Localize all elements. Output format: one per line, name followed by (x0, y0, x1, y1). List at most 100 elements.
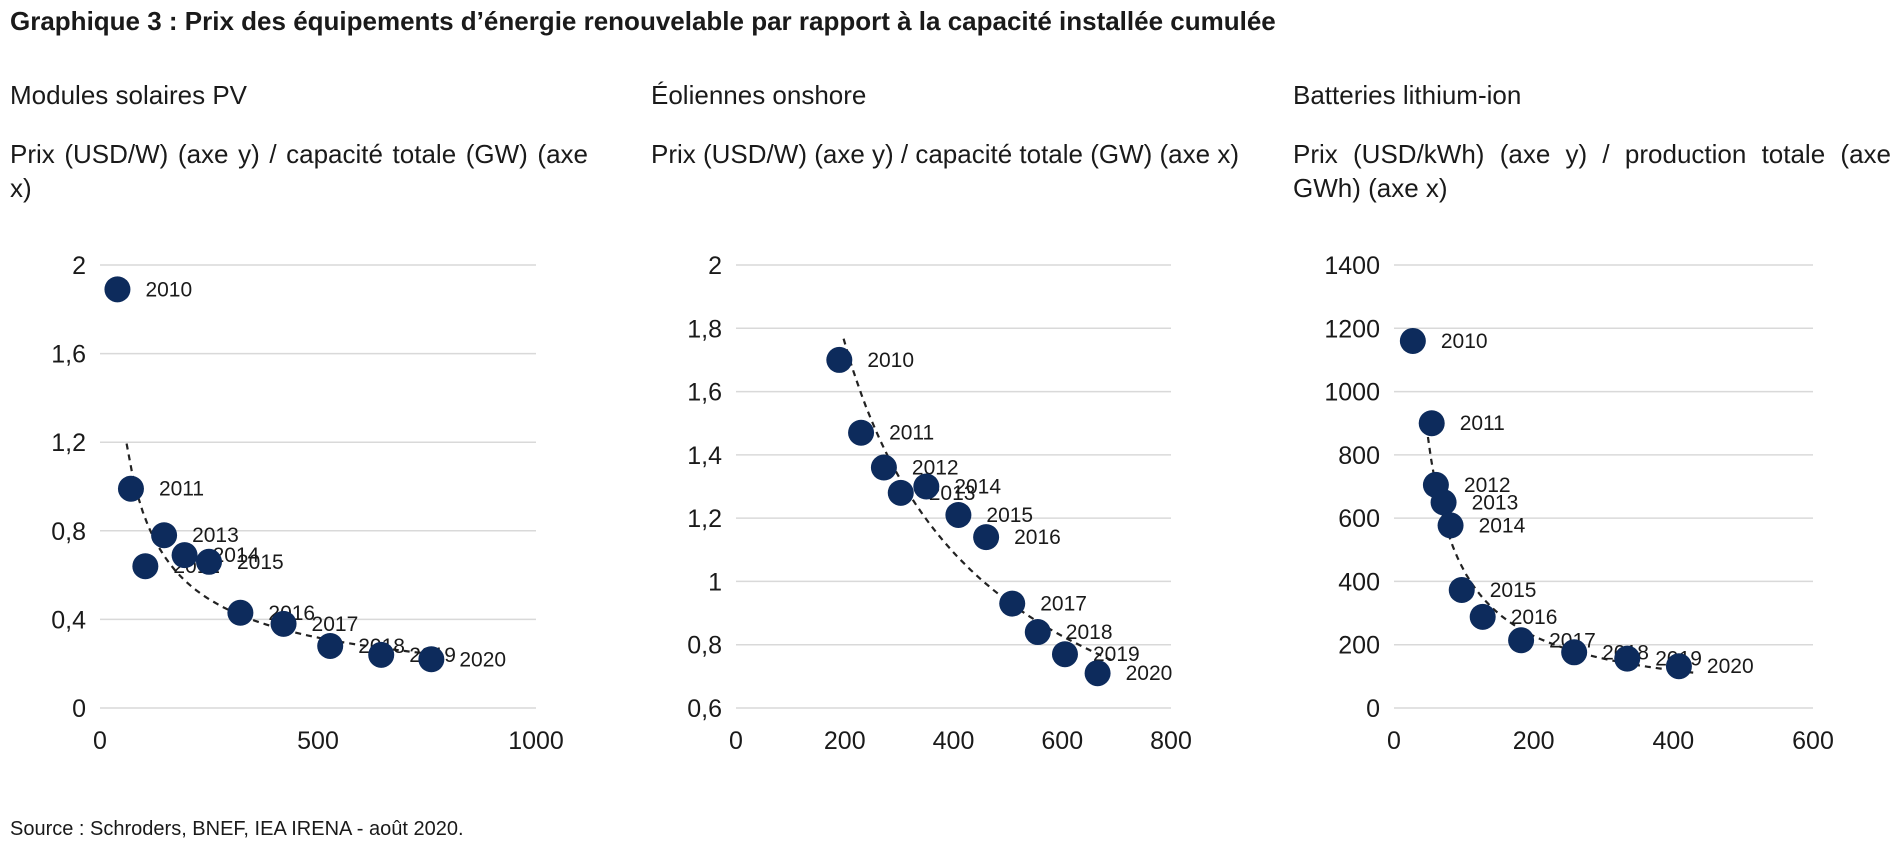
y-tick-label: 1000 (1324, 379, 1380, 407)
y-tick-label: 2 (72, 252, 86, 280)
point-label: 2013 (1472, 491, 1519, 514)
y-tick-label: 0,8 (51, 518, 86, 546)
data-point (999, 590, 1026, 617)
data-point (132, 553, 159, 580)
data-point (1508, 627, 1535, 654)
data-point (1418, 410, 1445, 437)
y-tick-label: 0,8 (687, 632, 722, 660)
y-tick-label: 600 (1338, 505, 1380, 533)
x-tick-label: 0 (1387, 727, 1401, 755)
y-tick-label: 2 (708, 252, 722, 280)
point-label: 2020 (459, 648, 506, 671)
point-label: 2019 (1093, 643, 1140, 666)
point-label: 2015 (986, 504, 1033, 527)
point-label: 2013 (929, 482, 976, 505)
trend-line (842, 338, 1117, 663)
x-tick-label: 200 (824, 727, 866, 755)
x-tick-label: 0 (93, 727, 107, 755)
point-label: 2014 (954, 476, 1001, 499)
y-tick-label: 400 (1338, 568, 1380, 596)
x-tick-label: 400 (1652, 727, 1694, 755)
point-label: 2010 (145, 278, 192, 301)
point-label: 2011 (1460, 412, 1505, 435)
panel-title: Modules solaires PV (10, 80, 247, 110)
scatter-plot-wind-onshore: 0,60,811,21,41,61,820 200 400 600 8002010201… (687, 252, 1192, 755)
data-point (1084, 660, 1111, 687)
point-label: 2011 (889, 422, 934, 445)
y-tick-label: 0 (1366, 695, 1380, 723)
y-tick-label: 1,2 (51, 429, 86, 457)
point-label: 2013 (192, 524, 239, 547)
data-point (1051, 641, 1078, 668)
data-point (826, 346, 853, 373)
source-note: Source : Schroders, BNEF, IEA IRENA - ao… (10, 818, 464, 840)
x-tick-label: 200 (1513, 727, 1555, 755)
point-label: 2010 (867, 349, 914, 372)
y-tick-label: 200 (1338, 632, 1380, 660)
data-point (1437, 512, 1464, 539)
point-label: 2020 (1707, 655, 1754, 678)
panel-subtitle: Prix (USD/W) (axe y) / capacité totale (… (651, 139, 1239, 169)
point-label: 2020 (1126, 662, 1173, 685)
y-tick-label: 1,6 (687, 379, 722, 407)
x-tick-label: 500 (297, 727, 339, 755)
x-tick-label: 1000 (508, 727, 564, 755)
y-tick-label: 0,6 (687, 695, 722, 723)
point-label: 2016 (1511, 606, 1558, 629)
panel-title: Batteries lithium-ion (1293, 80, 1522, 110)
panel-title: Éoliennes onshore (651, 80, 867, 110)
y-tick-label: 0 (72, 695, 86, 723)
chart-panel-li-ion-batteries: Batteries lithium-ion Prix (USD/kWh) (ax… (1293, 0, 1893, 820)
data-point (196, 548, 222, 575)
data-point (913, 473, 940, 500)
panel-subtitle: Prix (USD/kWh) (axe y) / production tota… (1293, 139, 1891, 203)
point-label: 2018 (1066, 621, 1113, 644)
point-label: 2010 (1441, 330, 1488, 353)
point-label: 2015 (1490, 579, 1537, 602)
point-label: 2014 (213, 544, 260, 567)
data-point (1448, 576, 1475, 603)
y-tick-label: 1,8 (687, 315, 722, 343)
data-point (1399, 327, 1426, 354)
x-tick-label: 600 (1792, 727, 1834, 755)
data-point (227, 599, 254, 626)
data-point (870, 454, 897, 481)
y-tick-label: 1,6 (51, 341, 86, 369)
data-point (945, 501, 972, 528)
y-tick-label: 1400 (1324, 252, 1380, 280)
point-label: 2012 (1464, 474, 1511, 497)
point-label: 2015 (237, 551, 284, 574)
data-point (1024, 619, 1051, 646)
y-tick-label: 0,4 (51, 606, 86, 634)
y-tick-label: 1,2 (687, 505, 722, 533)
chart-main-title: Graphique 3 : Prix des équipements d’éne… (10, 6, 1276, 36)
y-tick-label: 1200 (1324, 315, 1380, 343)
point-label: 2016 (1014, 526, 1061, 549)
data-point (317, 632, 344, 659)
chart-panel-wind-onshore: Éoliennes onshore Prix (USD/W) (axe y) /… (651, 0, 1251, 820)
data-point (1561, 639, 1588, 666)
data-point (418, 646, 445, 673)
point-label: 2017 (1040, 593, 1087, 616)
data-point (1614, 645, 1641, 672)
data-point (973, 524, 1000, 551)
y-tick-label: 1,4 (687, 442, 722, 470)
data-point (1665, 653, 1692, 680)
x-tick-label: 600 (1041, 727, 1083, 755)
data-point (171, 542, 198, 569)
data-point (117, 475, 144, 502)
point-label: 2014 (1479, 514, 1526, 537)
data-point (104, 276, 131, 303)
scatter-plot-solar-pv: 00,40,81,21,620 500 1000201020112012201320… (51, 252, 564, 755)
data-point (270, 610, 297, 637)
scatter-plot-li-ion-batteries: 0 200 400 600 800 1000 1200 1400 0 200 400 600 2010 2… (1324, 252, 1834, 755)
point-label: 2011 (159, 478, 204, 501)
panel-subtitle: Prix (USD/W) (axe y) / capacité totale (… (10, 139, 588, 203)
point-label: 2012 (912, 457, 959, 480)
data-point (848, 419, 875, 446)
x-tick-label: 400 (933, 727, 975, 755)
data-point (368, 641, 395, 668)
y-tick-label: 1 (708, 568, 722, 596)
x-tick-label: 0 (729, 727, 743, 755)
data-point (151, 522, 178, 549)
